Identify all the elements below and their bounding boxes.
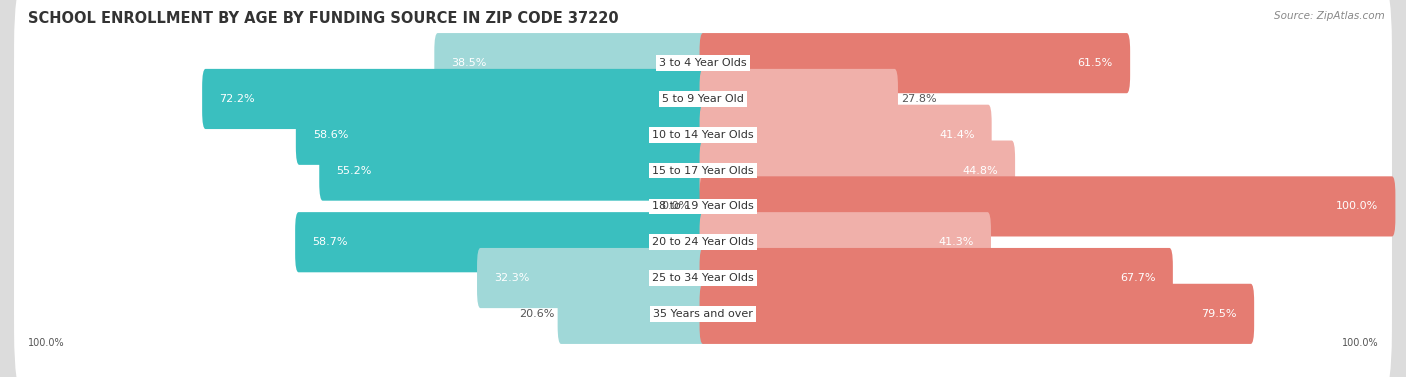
FancyBboxPatch shape [477,248,706,308]
FancyBboxPatch shape [700,141,1015,201]
Text: 32.3%: 32.3% [495,273,530,283]
FancyBboxPatch shape [14,83,1392,259]
FancyBboxPatch shape [558,284,706,344]
Text: 3 to 4 Year Olds: 3 to 4 Year Olds [659,58,747,68]
Text: 72.2%: 72.2% [219,94,254,104]
FancyBboxPatch shape [319,141,706,201]
Text: 58.7%: 58.7% [312,237,347,247]
FancyBboxPatch shape [295,212,706,272]
Text: 41.3%: 41.3% [938,237,974,247]
Text: 35 Years and over: 35 Years and over [652,309,754,319]
FancyBboxPatch shape [14,0,1392,151]
FancyBboxPatch shape [14,190,1392,366]
Text: 18 to 19 Year Olds: 18 to 19 Year Olds [652,201,754,211]
Text: 79.5%: 79.5% [1202,309,1237,319]
FancyBboxPatch shape [434,33,706,93]
Text: 61.5%: 61.5% [1077,58,1114,68]
FancyBboxPatch shape [700,105,991,165]
Text: 20.6%: 20.6% [519,309,554,319]
Text: 55.2%: 55.2% [336,166,371,176]
Text: 38.5%: 38.5% [451,58,486,68]
FancyBboxPatch shape [700,248,1173,308]
Text: 20 to 24 Year Olds: 20 to 24 Year Olds [652,237,754,247]
Text: SCHOOL ENROLLMENT BY AGE BY FUNDING SOURCE IN ZIP CODE 37220: SCHOOL ENROLLMENT BY AGE BY FUNDING SOUR… [28,11,619,26]
Text: 44.8%: 44.8% [962,166,998,176]
FancyBboxPatch shape [14,226,1392,377]
Text: 100.0%: 100.0% [1341,338,1378,348]
Text: 100.0%: 100.0% [1336,201,1378,211]
Text: 5 to 9 Year Old: 5 to 9 Year Old [662,94,744,104]
Text: 10 to 14 Year Olds: 10 to 14 Year Olds [652,130,754,140]
FancyBboxPatch shape [14,11,1392,187]
FancyBboxPatch shape [700,33,1130,93]
Text: 25 to 34 Year Olds: 25 to 34 Year Olds [652,273,754,283]
FancyBboxPatch shape [700,176,1395,236]
Text: 41.4%: 41.4% [939,130,974,140]
FancyBboxPatch shape [700,212,991,272]
FancyBboxPatch shape [14,47,1392,223]
FancyBboxPatch shape [202,69,706,129]
Text: 100.0%: 100.0% [28,338,65,348]
Text: 58.6%: 58.6% [314,130,349,140]
FancyBboxPatch shape [295,105,706,165]
Text: 27.8%: 27.8% [901,94,936,104]
FancyBboxPatch shape [700,69,898,129]
FancyBboxPatch shape [700,284,1254,344]
Text: Source: ZipAtlas.com: Source: ZipAtlas.com [1274,11,1385,21]
Text: 0.0%: 0.0% [661,201,689,211]
FancyBboxPatch shape [14,154,1392,330]
Text: 67.7%: 67.7% [1121,273,1156,283]
Text: 15 to 17 Year Olds: 15 to 17 Year Olds [652,166,754,176]
FancyBboxPatch shape [14,118,1392,294]
